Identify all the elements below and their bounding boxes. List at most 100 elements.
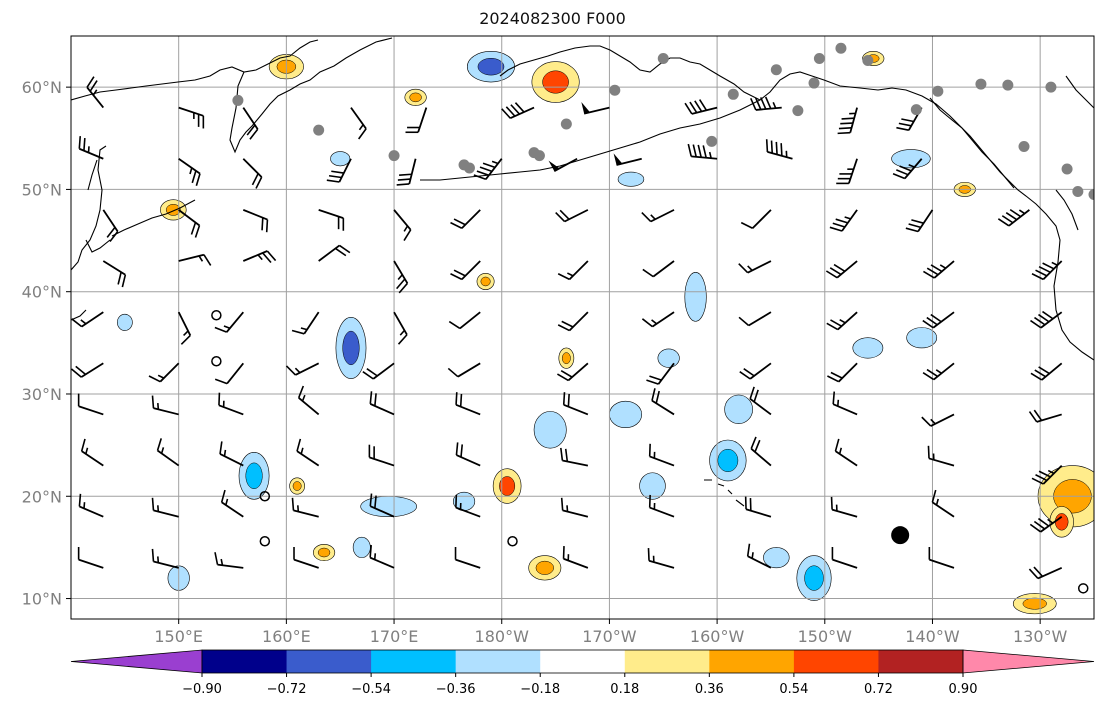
wind-barb — [214, 311, 244, 333]
wind-barb — [178, 157, 201, 186]
station-marker — [727, 88, 739, 100]
wind-barb — [923, 260, 955, 279]
colorbar-tick-label: −0.90 — [182, 682, 222, 697]
wind-barb — [922, 362, 955, 381]
coast-alaska — [499, 45, 1094, 361]
wind-barb — [473, 158, 503, 181]
wind-barb — [448, 311, 481, 330]
wind-barb — [921, 413, 955, 427]
colorbar-segment — [286, 650, 372, 673]
colorbar-frame — [201, 649, 964, 674]
contour-region — [330, 151, 351, 167]
wind-barb — [393, 260, 409, 294]
colorbar: −0.90 −0.72 −0.54 −0.36 −0.18 0.18 0.36 0.54 0.7… — [70, 649, 1095, 697]
contour-region — [891, 149, 931, 169]
wind-barb — [750, 436, 772, 467]
wind-barb — [369, 391, 395, 416]
wind-barb — [151, 395, 179, 416]
contour-core — [477, 57, 505, 76]
calm-wind-marker — [1077, 583, 1089, 594]
wind-barb — [750, 96, 782, 111]
wind-barb — [641, 209, 675, 223]
wind-barb — [826, 311, 858, 331]
lon-tick-label: 160°W — [690, 627, 745, 646]
wind-barb — [369, 493, 395, 518]
wind-barb — [648, 494, 675, 518]
station-markers — [211, 42, 1094, 594]
wind-barb — [557, 260, 589, 281]
wind-barb — [218, 392, 244, 416]
wind-barb — [148, 362, 180, 383]
wind-barb — [455, 494, 481, 518]
contour-core — [499, 476, 516, 496]
wind-barb — [1031, 464, 1063, 485]
wind-barb — [646, 362, 675, 385]
axis-ticks: 10°N 20°N 30°N 40°N 50°N 60°N 150°E 160°E 170°E 1… — [22, 78, 1068, 646]
colorbar-tick-label: −0.54 — [351, 682, 391, 697]
wind-barb — [450, 260, 481, 281]
wind-barb — [557, 311, 589, 332]
colorbar-segment — [709, 650, 795, 673]
wind-barb — [368, 444, 395, 467]
wind-barb — [78, 136, 104, 160]
contour-core — [292, 481, 302, 491]
wind-barb — [285, 362, 320, 376]
colorbar-segment — [202, 650, 288, 673]
wind-barb — [1028, 566, 1063, 580]
wind-barb — [214, 362, 244, 385]
contour-region — [684, 271, 707, 322]
colorbar-tick-label: 0.18 — [610, 682, 639, 697]
lat-tick-label: 10°N — [22, 590, 62, 609]
wind-barb — [396, 158, 417, 186]
wind-barb — [892, 158, 923, 180]
lon-tick-label: 170°W — [582, 627, 637, 646]
colorbar-segment — [878, 650, 964, 673]
station-marker — [1018, 140, 1030, 152]
wind-barb — [178, 253, 212, 266]
contour-core — [245, 462, 263, 489]
station-marker — [533, 150, 545, 162]
wind-barb — [77, 546, 104, 569]
wind-barb — [827, 362, 858, 383]
wind-barb — [177, 311, 192, 345]
station-marker — [862, 55, 874, 67]
wind-barb — [581, 101, 610, 115]
wind-barb — [928, 546, 955, 569]
station-marker — [792, 105, 804, 117]
gridlines — [71, 36, 1094, 619]
station-marker — [657, 53, 669, 65]
wind-barb — [318, 244, 351, 262]
wind-barb — [405, 107, 428, 134]
wind-barb — [77, 393, 104, 416]
wind-barb — [1030, 310, 1063, 329]
wind-barb — [642, 260, 675, 278]
contour-core — [1022, 597, 1047, 610]
colorbar-segment — [540, 650, 626, 673]
station-marker — [1093, 101, 1094, 104]
contour-region — [852, 337, 884, 359]
station-marker — [1072, 185, 1084, 197]
wind-barb — [738, 260, 772, 274]
colorbar-segment — [624, 650, 710, 673]
wind-barb — [291, 311, 320, 335]
wind-barb — [651, 388, 675, 416]
storm-center-marker — [891, 526, 910, 545]
colorbar-segment — [455, 650, 541, 673]
lat-tick-label: 20°N — [22, 487, 62, 506]
wind-barb — [296, 438, 320, 467]
wind-barb — [1028, 409, 1062, 423]
wind-barb — [393, 209, 412, 242]
station-marker — [835, 42, 847, 54]
contour-core — [535, 560, 554, 575]
wind-barb — [829, 209, 858, 232]
contour-region — [533, 411, 567, 449]
colorbar-segment — [793, 650, 879, 673]
plot-background — [71, 36, 1094, 619]
wind-barb — [156, 438, 180, 467]
wind-barb — [765, 139, 793, 160]
station-marker — [910, 104, 922, 116]
contour-core — [409, 92, 422, 103]
station-marker — [808, 77, 820, 89]
wind-barb — [830, 496, 858, 518]
